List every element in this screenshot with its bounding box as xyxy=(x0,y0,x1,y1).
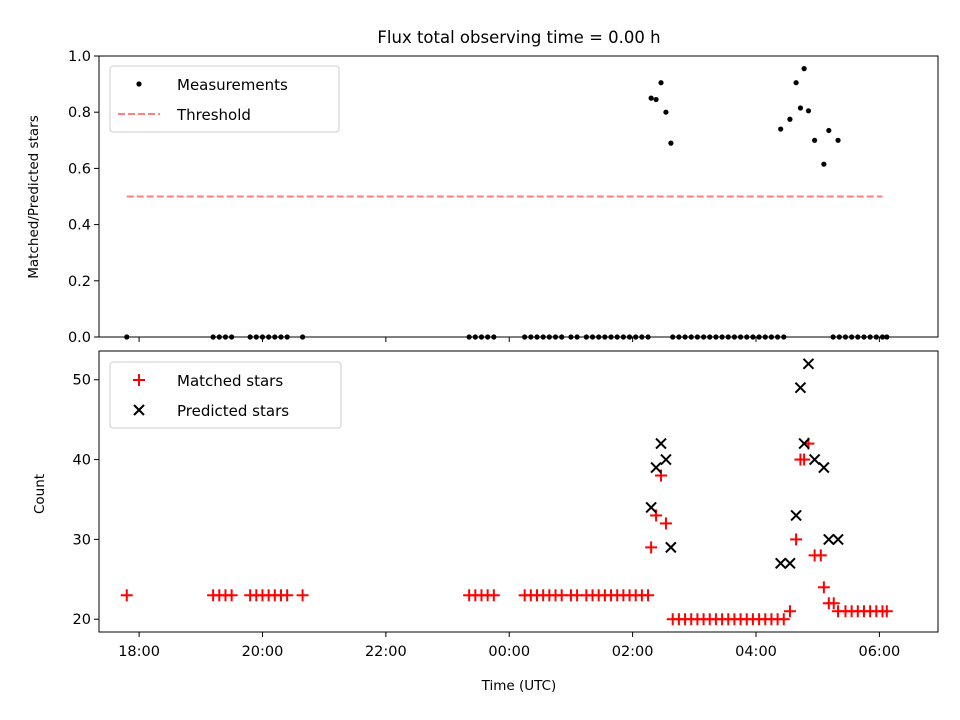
y-tick-label: 50 xyxy=(73,373,91,389)
top-y-axis-label: Matched/Predicted stars xyxy=(26,115,42,278)
legend-measurements-marker xyxy=(136,81,142,87)
predicted-star-point xyxy=(823,533,835,546)
predicted-star-point xyxy=(818,461,830,474)
top-legend: Measurements Threshold xyxy=(109,65,340,133)
matched-star-point xyxy=(880,605,893,618)
legend-measurements-label: Measurements xyxy=(177,76,288,94)
x-tick-label: 06:00 xyxy=(858,644,900,660)
top-chart-title: Flux total observing time = 0.00 h xyxy=(377,28,660,47)
predicted-star-point xyxy=(665,541,677,554)
matched-star-point xyxy=(798,453,811,466)
measurement-point xyxy=(787,116,793,122)
bottom-panel: 20 30 40 50 18:00 20:00 22:00 00:00 02:00 04:00 0… xyxy=(32,350,939,694)
bottom-axes-frame xyxy=(98,350,939,633)
x-tick-label: 04:00 xyxy=(735,644,777,660)
legend-matched-marker xyxy=(133,374,145,386)
x-tick-label: 20:00 xyxy=(242,644,284,660)
measurement-point xyxy=(668,140,674,146)
legend-predicted-marker xyxy=(133,404,145,416)
legend-threshold-label: Threshold xyxy=(176,106,251,124)
bottom-x-axis-label: Time (UTC) xyxy=(481,678,557,694)
predicted-star-point xyxy=(645,501,657,514)
predicted-star-point xyxy=(832,533,844,546)
matched-star-point xyxy=(659,517,672,530)
predicted-star-point xyxy=(655,437,667,450)
measurement-point xyxy=(826,127,832,134)
y-tick-label: 0.2 xyxy=(68,274,91,290)
predicted-star-point xyxy=(660,453,672,466)
measurement-point xyxy=(801,66,807,72)
top-plot-marks xyxy=(124,66,890,340)
measurement-point xyxy=(653,96,659,103)
matched-star-point xyxy=(225,589,238,602)
matched-star-point xyxy=(827,597,840,610)
y-tick-label: 30 xyxy=(73,532,91,548)
measurement-point xyxy=(797,105,804,111)
measurement-point xyxy=(793,80,799,86)
matched-star-point xyxy=(790,533,803,546)
top-y-axis-ticks: 0.0 0.2 0.4 0.6 0.8 1.0 xyxy=(68,49,99,346)
bottom-y-axis-ticks: 20 30 40 50 xyxy=(73,373,99,628)
predicted-star-point xyxy=(808,453,821,466)
measurement-point xyxy=(821,161,827,167)
bottom-legend: Matched stars Predicted stars xyxy=(109,361,342,429)
predicted-star-point xyxy=(650,461,662,474)
measurement-point xyxy=(663,109,669,115)
matched-star-point xyxy=(645,541,658,554)
top-x-axis-ticks xyxy=(138,337,880,342)
predicted-star-point xyxy=(774,557,787,570)
y-tick-label: 40 xyxy=(73,453,91,469)
top-axes-frame xyxy=(98,55,939,338)
measurement-point xyxy=(835,137,841,143)
matched-star-point xyxy=(281,589,294,602)
matched-star-point xyxy=(642,589,655,602)
x-tick-label: 00:00 xyxy=(488,644,530,660)
predicted-star-point xyxy=(794,382,807,394)
y-tick-label: 0.8 xyxy=(68,105,91,121)
top-panel: Flux total observing time = 0.00 h 0.00.… xyxy=(26,28,939,346)
measurement-point xyxy=(812,137,818,143)
x-tick-label: 02:00 xyxy=(612,644,654,660)
predicted-star-point xyxy=(802,358,815,370)
y-tick-label: 0.0 xyxy=(68,330,91,346)
bottom-y-axis-label: Count xyxy=(32,474,48,514)
legend-matched-label: Matched stars xyxy=(177,372,283,390)
x-tick-label: 22:00 xyxy=(365,644,407,660)
bottom-legend-box xyxy=(109,361,342,429)
matched-star-point xyxy=(487,589,500,602)
legend-predicted-label: Predicted stars xyxy=(177,402,289,420)
x-tick-label: 18:00 xyxy=(118,644,160,660)
matched-star-point xyxy=(777,613,790,626)
y-tick-label: 1.0 xyxy=(68,49,91,65)
bottom-x-axis-ticks: 18:00 20:00 22:00 00:00 02:00 04:00 06:00 xyxy=(118,632,900,660)
measurement-point xyxy=(778,126,784,132)
bottom-plot-marks xyxy=(120,358,893,626)
predicted-star-point xyxy=(790,509,802,522)
measurement-point xyxy=(658,80,664,86)
matched-star-point xyxy=(817,581,830,594)
y-tick-label: 0.6 xyxy=(68,161,91,177)
y-tick-label: 20 xyxy=(73,612,91,628)
y-tick-label: 0.4 xyxy=(68,218,91,234)
predicted-star-point xyxy=(784,557,796,570)
matched-star-point xyxy=(296,589,309,602)
measurement-point xyxy=(648,95,654,101)
matched-star-point xyxy=(120,589,133,602)
top-legend-box xyxy=(109,65,340,133)
predicted-star-point xyxy=(798,437,810,450)
matched-star-point xyxy=(783,605,796,618)
measurement-point xyxy=(805,108,812,114)
matched-star-point xyxy=(814,549,827,562)
